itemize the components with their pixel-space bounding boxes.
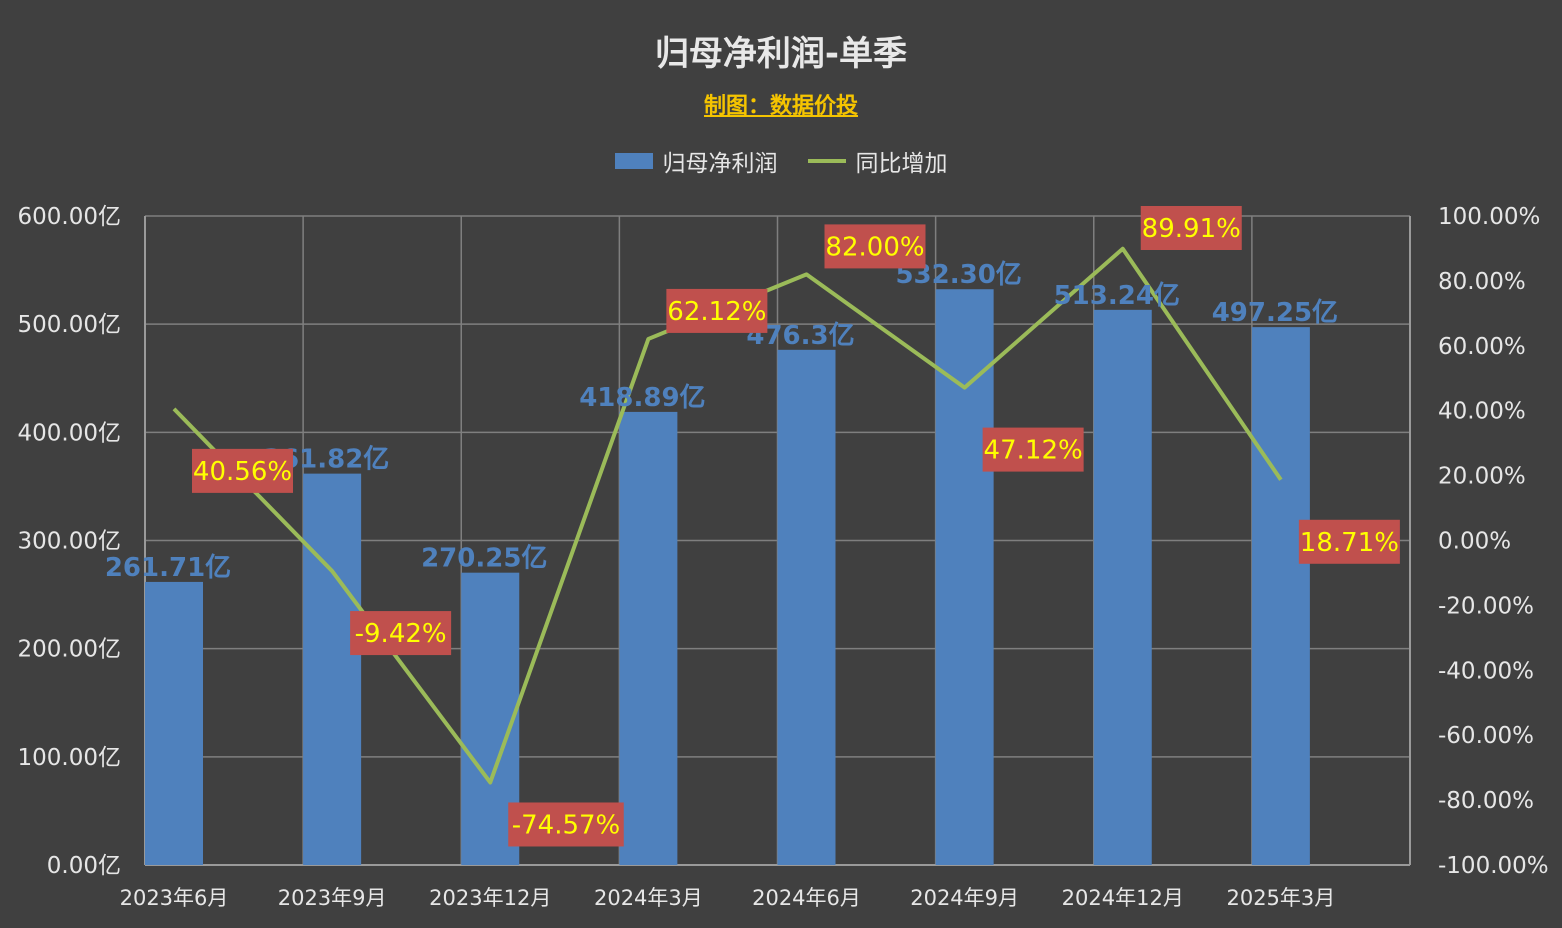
y-left-tick-label: 0.00亿 <box>47 853 121 879</box>
bar <box>619 411 678 865</box>
legend-item-line: 同比增加 <box>807 144 948 178</box>
bar <box>303 473 362 865</box>
bar <box>935 289 994 865</box>
chart-title: 归母净利润-单季 <box>654 34 908 74</box>
y-right-tick-label: 100.00% <box>1438 204 1540 230</box>
bar <box>145 581 203 865</box>
x-tick-label: 2024年6月 <box>752 886 861 910</box>
pct-label-box <box>982 427 1084 472</box>
legend-swatch-bar <box>614 153 653 169</box>
pct-label-box <box>1298 519 1400 564</box>
y-left-tick-label: 300.00亿 <box>18 529 121 555</box>
chart-subtitle: 制图：数据价投 <box>0 88 1562 120</box>
bar <box>1093 309 1152 865</box>
x-tick-label: 2023年9月 <box>278 886 387 910</box>
y-right-tick-label: 60.00% <box>1438 334 1526 360</box>
x-tick-label: 2023年12月 <box>429 886 551 910</box>
y-right-tick-label: 40.00% <box>1438 399 1526 425</box>
pct-label-box <box>666 288 768 333</box>
y-right-tick-label: -60.00% <box>1438 723 1534 749</box>
bar-data-label: 270.25亿 <box>421 544 547 574</box>
y-right-tick-label: -40.00% <box>1438 658 1534 684</box>
pct-label-box <box>350 611 452 656</box>
bar <box>777 349 836 866</box>
y-right-tick-label: -20.00% <box>1438 593 1534 619</box>
y-right-tick-label: -80.00% <box>1438 788 1534 814</box>
y-left-tick-label: 600.00亿 <box>18 204 121 230</box>
bar-data-label: 513.24亿 <box>1054 281 1180 311</box>
x-tick-label: 2025年3月 <box>1226 886 1335 910</box>
y-right-tick-label: 20.00% <box>1438 464 1526 490</box>
legend-label-line: 同比增加 <box>855 151 948 177</box>
subtitle-text: 制图：数据价投 <box>703 94 858 119</box>
bar <box>1251 327 1310 865</box>
pct-label-box <box>824 224 926 269</box>
y-left-tick-label: 400.00亿 <box>18 420 121 446</box>
bar-data-label: 418.89亿 <box>579 383 705 413</box>
pct-label-box <box>192 448 293 493</box>
y-left-tick-label: 500.00亿 <box>18 312 121 338</box>
y-left-tick-label: 200.00亿 <box>18 637 121 663</box>
pct-data-label: 40.56% <box>193 457 292 487</box>
pct-data-label: -74.57% <box>512 810 621 840</box>
y-right-tick-label: -100.00% <box>1438 853 1549 879</box>
y-right-tick-label: 80.00% <box>1438 269 1526 295</box>
x-tick-label: 2024年3月 <box>594 886 703 910</box>
y-right-tick-label: 0.00% <box>1438 529 1511 555</box>
legend-label-bar: 归母净利润 <box>662 151 778 177</box>
pct-data-label: 62.12% <box>667 297 766 327</box>
bar-data-label: 261.71亿 <box>105 553 231 583</box>
legend: 归母净利润 同比增加 <box>0 144 1562 178</box>
legend-swatch-line <box>807 159 846 163</box>
pct-data-label: 82.00% <box>825 232 924 262</box>
pct-label-box <box>508 802 624 847</box>
pct-data-label: 47.12% <box>984 436 1083 466</box>
bar-data-label: 497.25亿 <box>1212 298 1338 328</box>
legend-item-bar: 归母净利润 <box>614 144 778 178</box>
x-tick-label: 2023年6月 <box>120 886 229 910</box>
x-tick-label: 2024年12月 <box>1062 886 1184 910</box>
pct-data-label: -9.42% <box>355 619 447 649</box>
pct-label-box <box>1140 206 1242 250</box>
pct-data-label: 18.71% <box>1300 528 1399 558</box>
pct-data-label: 89.91% <box>1142 214 1241 244</box>
x-tick-label: 2024年9月 <box>910 886 1019 910</box>
y-left-tick-label: 100.00亿 <box>18 745 121 771</box>
